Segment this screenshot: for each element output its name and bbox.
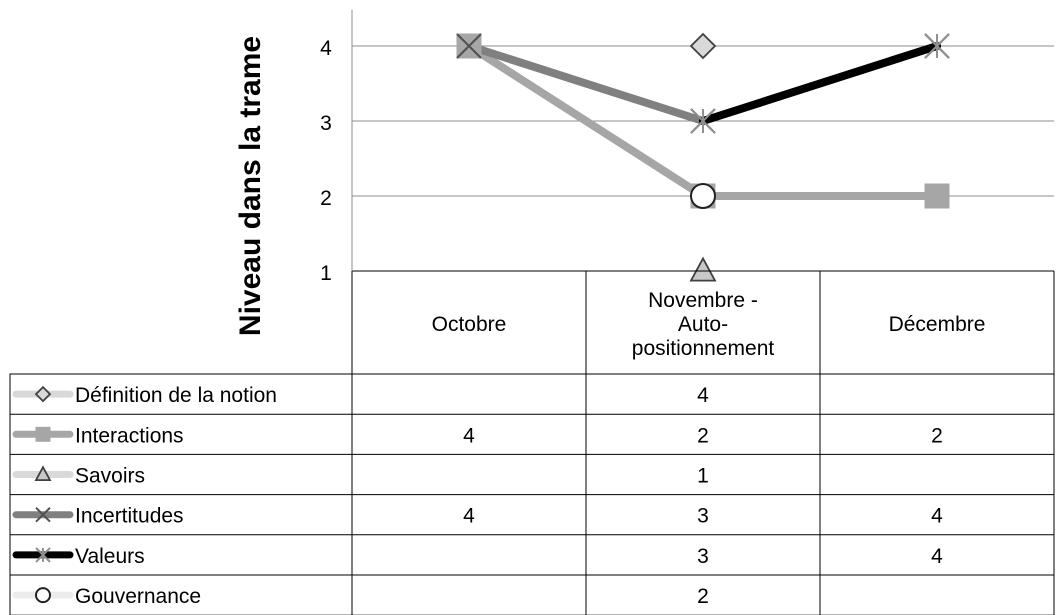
data-point-valeurs — [924, 33, 950, 59]
data-label: 4 — [931, 505, 943, 528]
y-tick-label: 3 — [320, 112, 332, 135]
data-label: 3 — [697, 505, 709, 528]
legend-marker-incertitudes — [35, 506, 51, 523]
data-table: Octobre Novembre -Auto-positionnement Déce… — [9, 270, 1055, 615]
y-axis-label: Niveau dans la trame — [234, 36, 267, 336]
data-point-valeurs — [690, 108, 716, 134]
data-label: 4 — [463, 505, 475, 528]
legend-entry: Savoirs — [75, 465, 145, 488]
data-label: 1 — [697, 465, 709, 488]
legend-marker-definition-de-la-notion — [34, 385, 52, 403]
legend-marker-valeurs — [35, 547, 51, 563]
axes: 1 2 3 4 — [320, 10, 353, 285]
series-line-valeurs — [699, 42, 941, 125]
legend-entry: Gouvernance — [75, 585, 201, 608]
legend-entry: Valeurs — [75, 545, 145, 568]
x-tick-label: Novembre -Auto-positionnement — [632, 289, 775, 360]
data-point-savoirs — [689, 256, 717, 282]
data-label: 2 — [931, 424, 943, 447]
y-tick-label: 2 — [320, 187, 332, 210]
data-label: 4 — [931, 545, 943, 568]
legend-marker-gouvernance — [35, 587, 51, 604]
y-tick-label: 1 — [320, 262, 332, 285]
x-tick-label: Décembre — [889, 313, 986, 336]
data-label: 4 — [697, 384, 709, 407]
legend-entry: Interactions — [75, 424, 184, 447]
data-point-incertitudes — [456, 33, 482, 59]
data-label: 2 — [697, 585, 709, 608]
data-point-interactions — [924, 183, 950, 209]
legend-entry: Incertitudes — [75, 505, 184, 528]
data-label: 3 — [697, 545, 709, 568]
legend-marker-interactions — [35, 426, 51, 442]
data-point-gouvernance — [690, 183, 716, 209]
data-point-definition-de-la-notion — [689, 32, 717, 60]
x-tick-label: Octobre — [432, 313, 507, 336]
data-label: 4 — [463, 424, 475, 447]
y-tick-label: 4 — [320, 37, 332, 60]
legend-marker-savoirs — [34, 465, 52, 482]
series-markers — [456, 32, 950, 282]
legend-entry: Définition de la notion — [75, 384, 277, 407]
data-label: 2 — [697, 424, 709, 447]
